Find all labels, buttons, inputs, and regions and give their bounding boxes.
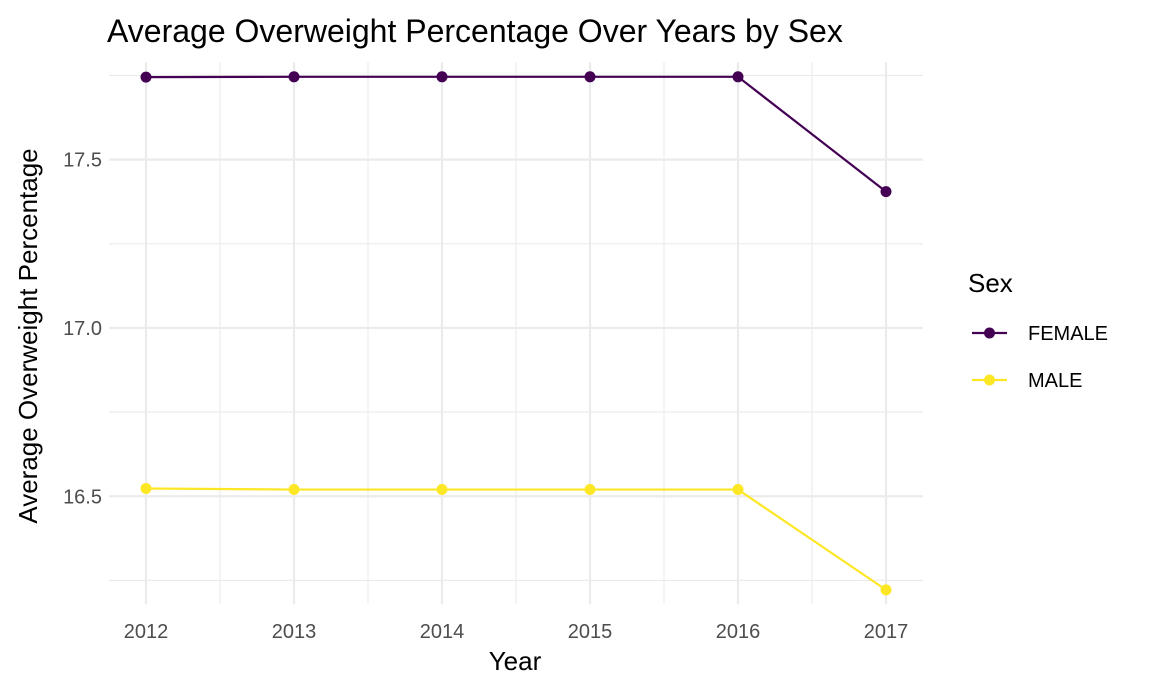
chart-title: Average Overweight Percentage Over Years…: [107, 13, 843, 49]
series-line-male: [145, 487, 887, 591]
x-tick-label: 2012: [124, 621, 169, 643]
legend-item-female[interactable]: FEMALE: [972, 323, 1108, 345]
legend-key-point: [984, 374, 995, 386]
x-tick-label: 2014: [420, 621, 465, 643]
data-point-male: [880, 584, 892, 596]
data-point-male: [140, 483, 152, 495]
data-point-female: [880, 186, 892, 198]
x-tick-label: 2013: [272, 621, 317, 643]
legend-title: Sex: [968, 268, 1013, 298]
series-line-female: [145, 75, 887, 193]
y-tick-label: 17.5: [63, 150, 102, 172]
data-point-male: [732, 484, 744, 496]
legend-label: MALE: [1028, 370, 1082, 392]
legend[interactable]: Sex FEMALE MALE: [968, 268, 1108, 392]
data-point-female: [436, 71, 448, 83]
x-tick-label: 2016: [716, 621, 761, 643]
data-point-female: [732, 71, 744, 83]
y-axis-title: Average Overweight Percentage: [13, 148, 43, 523]
data-point-female: [584, 71, 596, 83]
plot-grid: [109, 62, 923, 604]
data-point-female: [140, 71, 152, 83]
legend-item-male[interactable]: MALE: [972, 370, 1082, 392]
data-point-male: [288, 484, 300, 496]
x-tick-label: 2015: [568, 621, 613, 643]
x-axis-ticks: 2012 2013 2014 2015 2016 2017: [124, 621, 909, 643]
data-point-male: [584, 484, 596, 496]
legend-items: FEMALE MALE: [972, 323, 1108, 392]
y-tick-label: 17.0: [63, 318, 102, 340]
legend-key-point: [984, 327, 995, 339]
series-layer: [140, 71, 892, 596]
legend-label: FEMALE: [1028, 323, 1108, 345]
y-axis-ticks: 16.5 17.0 17.5: [63, 150, 102, 509]
x-tick-label: 2017: [864, 621, 909, 643]
y-tick-label: 16.5: [63, 486, 102, 508]
data-point-male: [436, 484, 448, 496]
data-point-female: [288, 71, 300, 83]
x-axis-title: Year: [489, 646, 542, 676]
